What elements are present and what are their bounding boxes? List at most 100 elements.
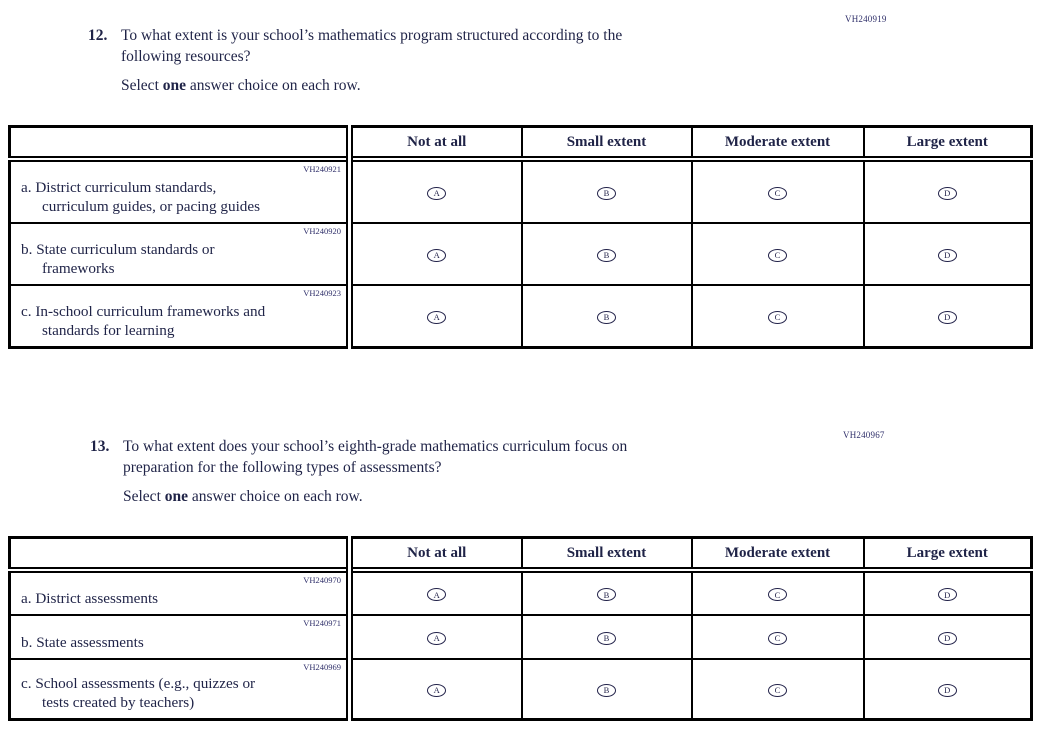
answer-bubble-c[interactable]: C (768, 248, 787, 262)
column-header-large-extent: Large extent (862, 125, 1033, 162)
answer-cell: A (348, 658, 523, 721)
question-12-code: VH240919 (845, 14, 887, 24)
answer-cell: D (862, 284, 1033, 349)
answer-bubble-a[interactable]: A (427, 248, 447, 262)
answer-cell: B (520, 569, 693, 616)
bubble-letter: B (603, 633, 610, 643)
answer-cell: B (520, 658, 693, 721)
answer-cell: C (690, 284, 865, 349)
answer-cell: B (520, 284, 693, 349)
bubble-letter: B (603, 589, 610, 600)
bubble-letter: D (944, 312, 951, 322)
column-header-not-at-all: Not at all (348, 125, 523, 162)
bubble-letter: D (944, 250, 951, 260)
question-13: 13. To what extent does your school’s ei… (90, 437, 783, 506)
answer-cell: D (862, 222, 1033, 286)
instruction-post: answer choice on each row. (188, 487, 363, 505)
answer-bubble-d[interactable]: D (937, 683, 957, 697)
row-label: c. School assessments (e.g., quizzes or … (21, 674, 256, 712)
answer-bubble-d[interactable]: D (937, 588, 957, 602)
answer-cell: C (690, 658, 865, 721)
row-prefix: c. (21, 674, 32, 692)
column-header-small-extent: Small extent (520, 536, 693, 573)
header-row: Not at all Small extent Moderate extent … (8, 536, 1033, 573)
question-13-body: To what extent does your school’s eighth… (123, 437, 783, 506)
bubble-letter: D (944, 685, 951, 695)
answer-bubble-a[interactable]: A (427, 186, 447, 200)
column-header-small-extent: Small extent (520, 125, 693, 162)
answer-bubble-c[interactable]: C (768, 310, 787, 324)
stub-header (8, 125, 353, 162)
bubble-letter: B (603, 312, 610, 322)
row-stub: VH240923 c. In-school curriculum framewo… (8, 284, 353, 349)
answer-bubble-c[interactable]: C (768, 631, 787, 645)
answer-bubble-c[interactable]: C (768, 683, 787, 697)
answer-bubble-a[interactable]: A (427, 588, 447, 602)
answer-bubble-b[interactable]: B (597, 631, 616, 645)
answer-cell: A (348, 614, 523, 660)
question-13-code: VH240967 (843, 430, 885, 440)
answer-bubble-d[interactable]: D (937, 186, 957, 200)
answer-bubble-b[interactable]: B (597, 248, 616, 262)
bubble-letter: C (774, 250, 781, 260)
bubble-letter: A (433, 685, 440, 695)
row-label: c. In-school curriculum frameworks and s… (21, 302, 266, 340)
answer-cell: A (348, 569, 523, 616)
answer-bubble-d[interactable]: D (937, 310, 957, 324)
answer-bubble-b[interactable]: B (597, 683, 616, 697)
answer-bubble-a[interactable]: A (427, 631, 447, 645)
table-row: VH240969 c. School assessments (e.g., qu… (8, 658, 1033, 721)
answer-bubble-b[interactable]: B (597, 186, 616, 200)
bubble-letter: D (944, 633, 951, 643)
answer-cell: B (520, 222, 693, 286)
table-row: VH240970 a. District assessments A B C D (8, 569, 1033, 616)
answer-bubble-b[interactable]: B (597, 310, 616, 324)
answer-bubble-d[interactable]: D (937, 631, 957, 645)
bubble-letter: D (944, 188, 951, 198)
table-row: VH240971 b. State assessments A B C D (8, 614, 1033, 660)
row-code: VH240971 (303, 618, 341, 628)
bubble-letter: C (774, 312, 781, 322)
row-label: a. District assessments (21, 590, 159, 608)
bubble-letter: A (433, 589, 440, 600)
answer-bubble-a[interactable]: A (427, 310, 447, 324)
bubble-letter: B (603, 250, 610, 260)
bubble-letter: A (433, 188, 440, 198)
answer-cell: B (520, 614, 693, 660)
question-12-number: 12. (88, 27, 108, 44)
question-12-answer-table: Not at all Small extent Moderate extent … (8, 125, 1033, 349)
answer-bubble-c[interactable]: C (768, 186, 787, 200)
question-12-body: To what extent is your school’s mathemat… (121, 26, 781, 95)
answer-bubble-b[interactable]: B (597, 588, 616, 602)
header-row: Not at all Small extent Moderate extent … (8, 125, 1033, 162)
answer-cell: A (348, 284, 523, 349)
answer-cell: D (862, 158, 1033, 224)
bubble-letter: C (774, 633, 781, 643)
answer-bubble-d[interactable]: D (937, 248, 957, 262)
answer-cell: B (520, 158, 693, 224)
table-row: VH240921 a. District curriculum standard… (8, 158, 1033, 224)
answer-cell: C (690, 158, 865, 224)
answer-cell: C (690, 569, 865, 616)
row-label: b. State assessments (21, 634, 144, 652)
instruction-bold: one (162, 76, 186, 94)
row-stub: VH240971 b. State assessments (8, 614, 353, 660)
bubble-letter: C (774, 589, 781, 600)
answer-bubble-c[interactable]: C (768, 588, 787, 602)
question-12-text: To what extent is your school’s mathemat… (121, 27, 623, 65)
bubble-letter: A (433, 633, 440, 643)
question-13-number: 13. (90, 438, 110, 455)
question-13-text: To what extent does your school’s eighth… (123, 438, 628, 476)
row-code: VH240970 (303, 575, 341, 585)
bubble-letter: B (603, 685, 610, 695)
instruction-post: answer choice on each row. (186, 76, 361, 94)
table-row: VH240920 b. State curriculum standards o… (8, 222, 1033, 286)
row-stub: VH240969 c. School assessments (e.g., qu… (8, 658, 353, 721)
row-prefix: b. (21, 634, 33, 652)
answer-cell: D (862, 569, 1033, 616)
bubble-letter: A (433, 250, 440, 260)
answer-cell: D (862, 658, 1033, 721)
row-code: VH240923 (303, 288, 341, 298)
answer-bubble-a[interactable]: A (427, 683, 447, 697)
